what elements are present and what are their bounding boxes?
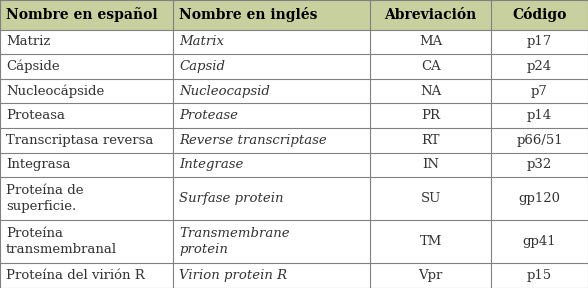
Text: SU: SU xyxy=(420,192,441,205)
Text: Integrasa: Integrasa xyxy=(6,158,71,171)
Text: Protease: Protease xyxy=(179,109,238,122)
Text: PR: PR xyxy=(421,109,440,122)
Text: Nucleocápside: Nucleocápside xyxy=(6,84,104,98)
Text: Abreviación: Abreviación xyxy=(385,8,477,22)
Text: MA: MA xyxy=(419,35,442,48)
Text: Capsid: Capsid xyxy=(179,60,225,73)
Text: Proteína
transmembranal: Proteína transmembranal xyxy=(6,227,117,256)
Bar xyxy=(0,153,588,177)
Text: TM: TM xyxy=(419,235,442,248)
Text: Integrase: Integrase xyxy=(179,158,243,171)
Bar xyxy=(0,128,588,153)
Text: Proteína de
superficie.: Proteína de superficie. xyxy=(6,184,83,213)
Text: Reverse transcriptase: Reverse transcriptase xyxy=(179,134,327,147)
Text: Nucleocapsid: Nucleocapsid xyxy=(179,85,270,98)
Text: Virion protein R: Virion protein R xyxy=(179,269,288,282)
Bar xyxy=(0,264,588,288)
Bar xyxy=(0,0,588,30)
Text: p17: p17 xyxy=(527,35,552,48)
Text: Matriz: Matriz xyxy=(6,35,50,48)
Text: CA: CA xyxy=(421,60,440,73)
Text: Código: Código xyxy=(512,7,567,22)
Text: IN: IN xyxy=(422,158,439,171)
Bar xyxy=(0,103,588,128)
Text: p32: p32 xyxy=(527,158,552,171)
Bar xyxy=(0,54,588,79)
Text: p14: p14 xyxy=(527,109,552,122)
Text: p7: p7 xyxy=(531,85,548,98)
Text: Vpr: Vpr xyxy=(419,269,443,282)
Bar xyxy=(0,177,588,220)
Text: Proteasa: Proteasa xyxy=(6,109,65,122)
Text: p15: p15 xyxy=(527,269,552,282)
Bar xyxy=(0,79,588,103)
Text: Transmembrane
protein: Transmembrane protein xyxy=(179,227,290,256)
Text: Transcriptasa reversa: Transcriptasa reversa xyxy=(6,134,153,147)
Text: gp41: gp41 xyxy=(523,235,556,248)
Text: Cápside: Cápside xyxy=(6,60,59,73)
Text: p24: p24 xyxy=(527,60,552,73)
Text: Matrix: Matrix xyxy=(179,35,225,48)
Text: Nombre en inglés: Nombre en inglés xyxy=(179,7,318,22)
Text: gp120: gp120 xyxy=(519,192,560,205)
Text: p66/51: p66/51 xyxy=(516,134,563,147)
Text: NA: NA xyxy=(420,85,442,98)
Text: Surfase protein: Surfase protein xyxy=(179,192,284,205)
Bar xyxy=(0,30,588,54)
Text: RT: RT xyxy=(422,134,440,147)
Text: Proteína del virión R: Proteína del virión R xyxy=(6,269,145,282)
Bar xyxy=(0,220,588,264)
Text: Nombre en español: Nombre en español xyxy=(6,7,158,22)
